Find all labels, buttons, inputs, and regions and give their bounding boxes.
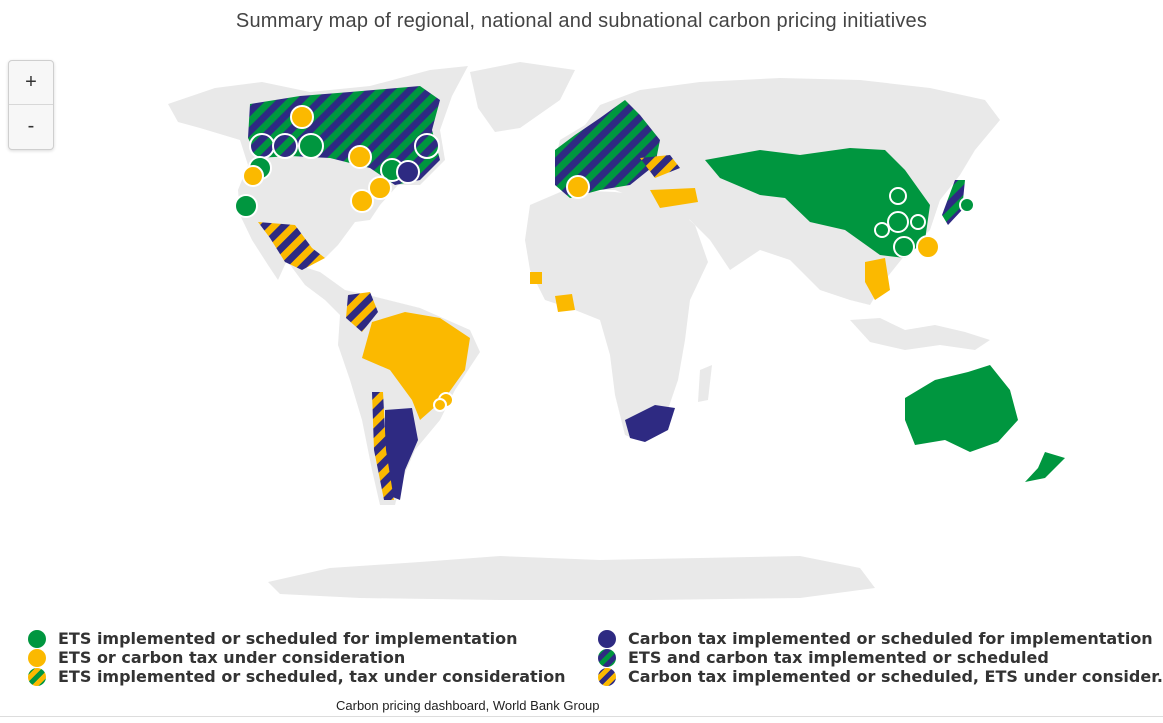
world-map[interactable] — [0, 60, 1163, 605]
marker-ets[interactable] — [298, 133, 324, 159]
initiative-regions — [248, 86, 965, 500]
region-new-zealand[interactable] — [1025, 452, 1065, 482]
marker-ets-tax[interactable] — [249, 133, 275, 159]
legend-item[interactable]: Carbon tax implemented or scheduled for … — [598, 629, 1153, 648]
green-navy-striped-dot-icon — [598, 648, 616, 667]
marker-consideration[interactable] — [242, 165, 264, 187]
footer-divider — [0, 716, 1163, 717]
solid-green-dot-icon — [28, 629, 46, 648]
map-legend: ETS implemented or scheduled for impleme… — [0, 627, 1163, 697]
zoom-control: + - — [8, 60, 54, 150]
legend-label: Carbon tax implemented or scheduled, ETS… — [628, 667, 1163, 686]
region-greenland[interactable] — [470, 62, 575, 132]
marker-ets[interactable] — [893, 236, 915, 258]
solid-yellow-dot-icon — [28, 648, 46, 667]
marker-ets[interactable] — [889, 187, 907, 205]
region-japan[interactable] — [942, 180, 965, 225]
legend-label: ETS and carbon tax implemented or schedu… — [628, 648, 1049, 667]
region-indonesia[interactable] — [850, 318, 990, 350]
navy-yellow-striped-dot-icon — [598, 667, 616, 686]
map-title: Summary map of regional, national and su… — [235, 10, 928, 32]
marker-consideration[interactable] — [348, 145, 372, 169]
legend-item[interactable]: ETS implemented or scheduled, tax under … — [28, 667, 566, 686]
initiative-markers — [234, 105, 975, 412]
region-south-africa[interactable] — [625, 405, 675, 442]
region-turkey[interactable] — [650, 188, 698, 208]
zoom-in-button[interactable]: + — [25, 71, 37, 93]
zoom-out-button[interactable]: - — [9, 104, 53, 148]
region-africa[interactable] — [525, 190, 708, 440]
legend-item[interactable]: ETS implemented or scheduled for impleme… — [28, 629, 517, 648]
legend-item[interactable]: ETS or carbon tax under consideration — [28, 648, 405, 667]
region-china[interactable] — [705, 148, 930, 258]
solid-navy-dot-icon — [598, 629, 616, 648]
legend-item[interactable]: Carbon tax implemented or scheduled, ETS… — [598, 667, 1163, 686]
marker-tax[interactable] — [396, 160, 420, 184]
region-ukraine[interactable] — [640, 155, 680, 178]
marker-consideration[interactable] — [916, 235, 940, 259]
marker-consideration[interactable] — [433, 398, 447, 412]
marker-ets[interactable] — [234, 194, 258, 218]
source-credit: Carbon pricing dashboard, World Bank Gro… — [336, 698, 600, 713]
marker-ets-tax[interactable] — [272, 133, 298, 159]
marker-ets[interactable] — [887, 211, 909, 233]
region-cote-divoire[interactable] — [555, 294, 575, 312]
region-australia[interactable] — [905, 365, 1018, 452]
region-mexico[interactable] — [258, 222, 325, 270]
region-madagascar[interactable] — [698, 365, 712, 402]
legend-label: ETS implemented or scheduled for impleme… — [58, 629, 518, 648]
marker-ets[interactable] — [959, 197, 975, 213]
region-colombia[interactable] — [346, 292, 378, 332]
region-senegal[interactable] — [530, 272, 542, 284]
region-chile[interactable] — [372, 392, 394, 500]
region-argentina[interactable] — [385, 408, 418, 500]
legend-item[interactable]: ETS and carbon tax implemented or schedu… — [598, 648, 1049, 667]
marker-consideration[interactable] — [350, 189, 374, 213]
marker-ets[interactable] — [910, 214, 926, 230]
green-yellow-striped-dot-icon — [28, 667, 46, 686]
legend-label: Carbon tax implemented or scheduled for … — [628, 629, 1153, 648]
marker-consideration[interactable] — [566, 175, 590, 199]
marker-ets-tax[interactable] — [414, 133, 440, 159]
region-antarctica[interactable] — [268, 556, 875, 600]
marker-consideration[interactable] — [368, 176, 392, 200]
marker-consideration[interactable] — [290, 105, 314, 129]
marker-ets[interactable] — [874, 222, 890, 238]
legend-label: ETS or carbon tax under consideration — [58, 648, 406, 667]
region-europe[interactable] — [555, 100, 660, 198]
legend-label: ETS implemented or scheduled, tax under … — [58, 667, 566, 686]
region-southeast-asia[interactable] — [865, 258, 890, 300]
